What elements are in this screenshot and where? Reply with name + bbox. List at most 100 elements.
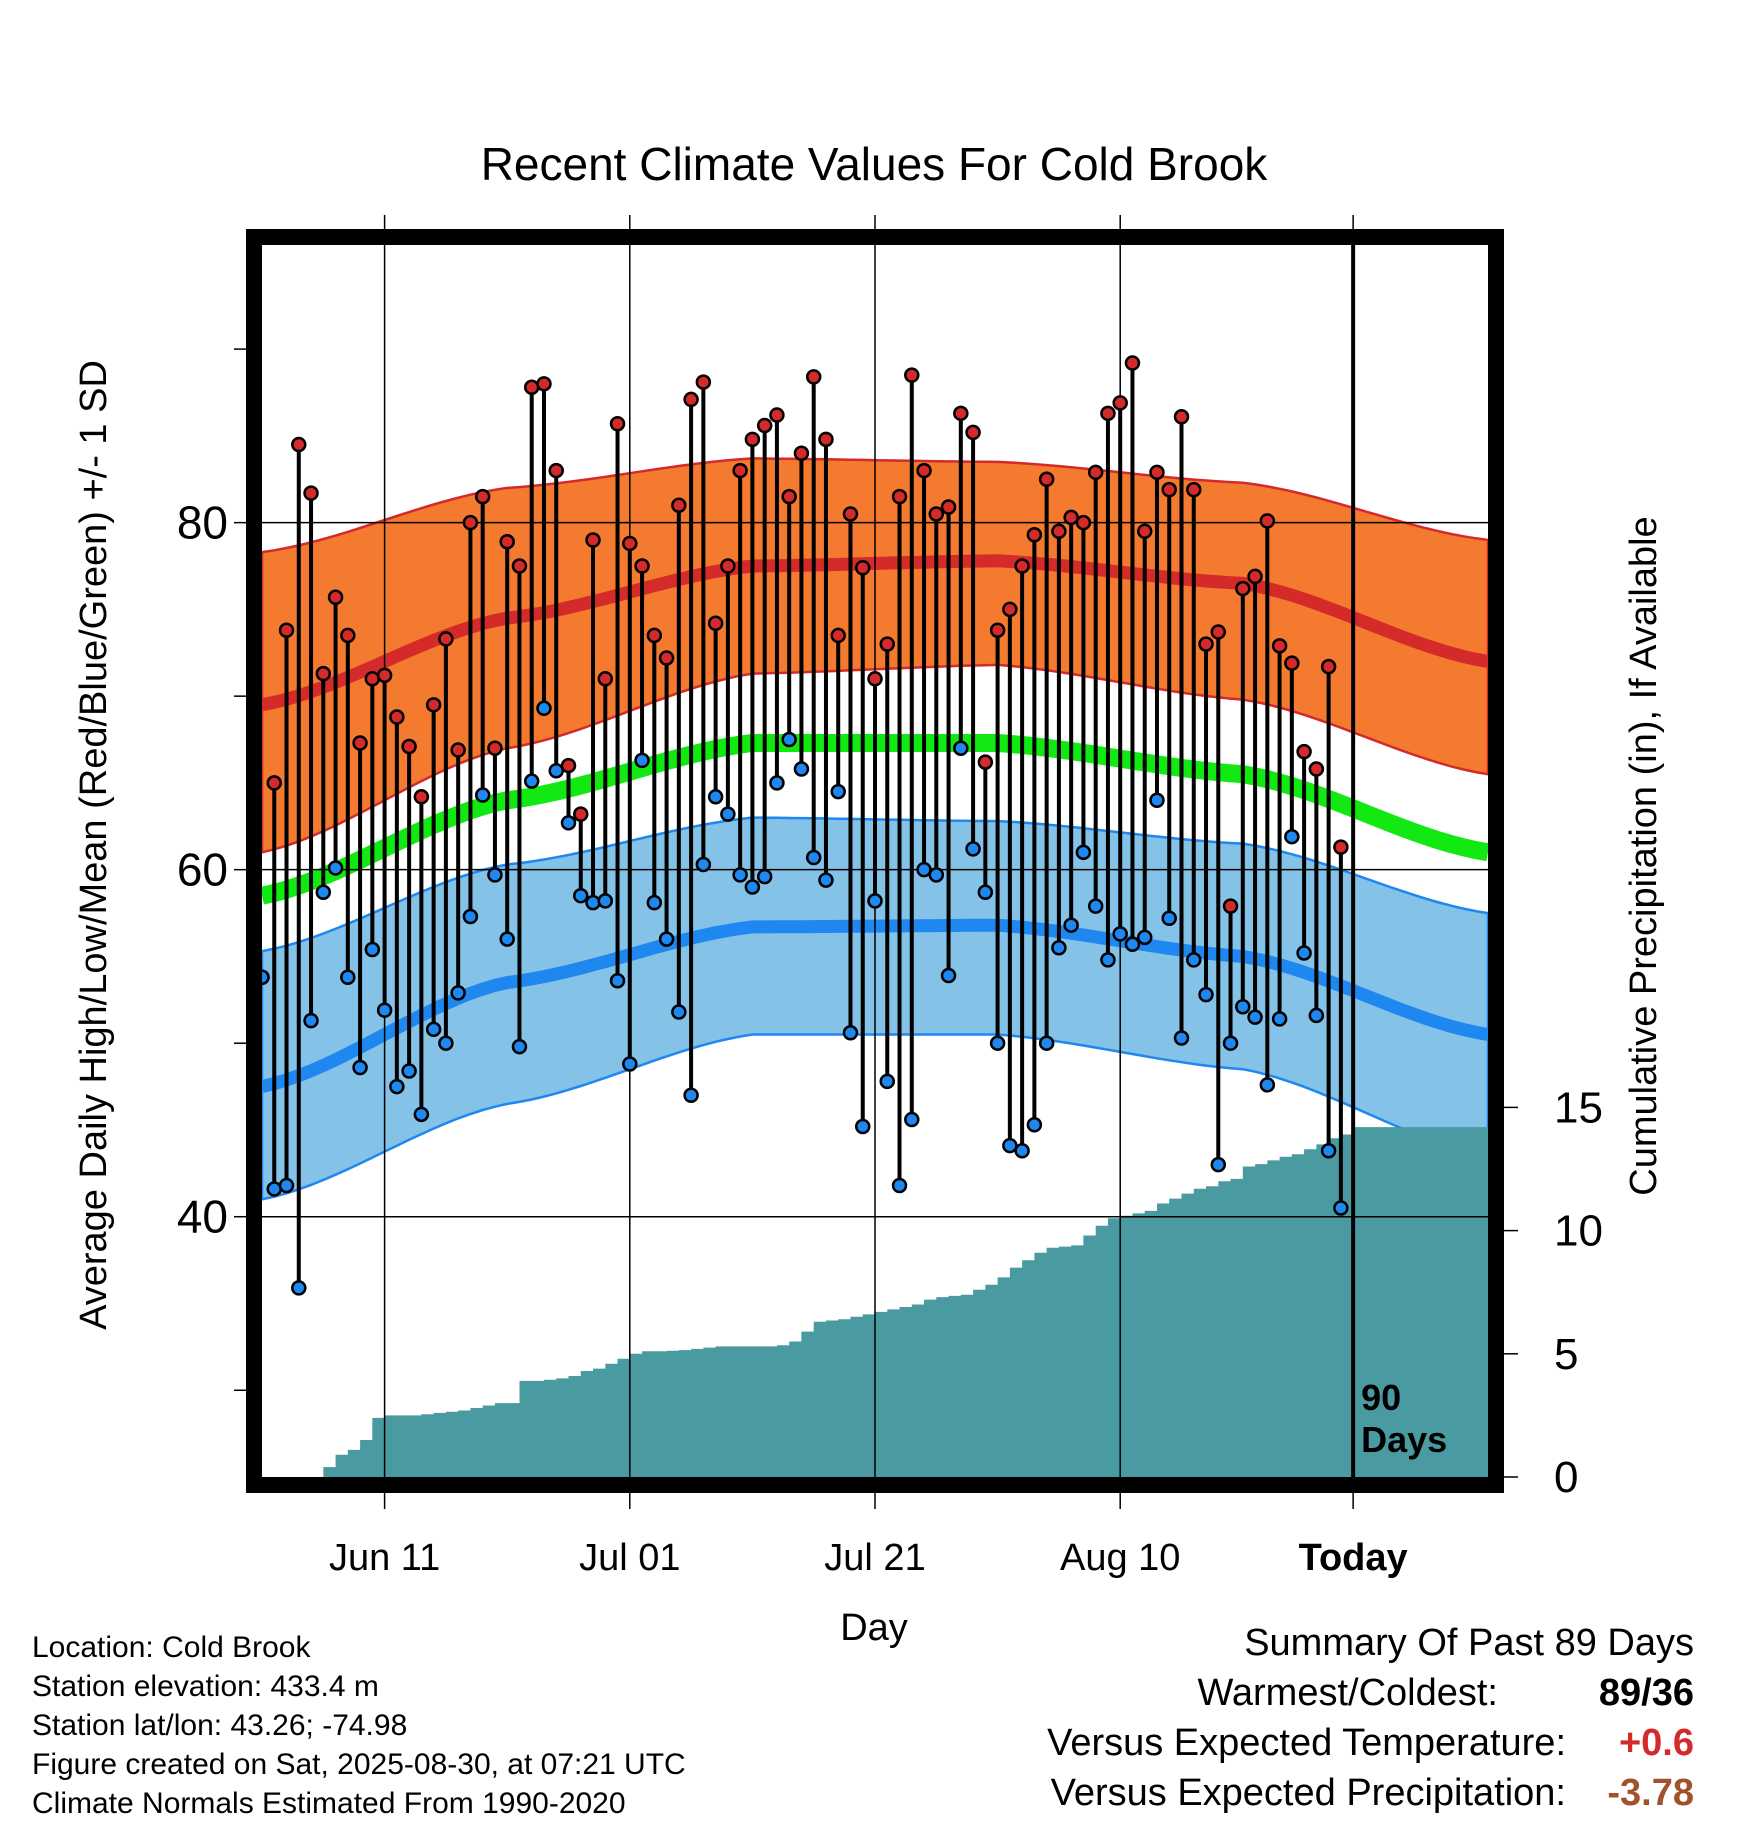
obs-low-point <box>1002 1137 1018 1154</box>
obs-low-point <box>891 1177 908 1194</box>
obs-low-point <box>989 1035 1006 1051</box>
obs-low-point <box>671 1004 687 1020</box>
latlon-text: Station lat/lon: 43.26; -74.98 <box>32 1709 408 1742</box>
obs-low-point <box>781 731 797 748</box>
obs-high-point <box>1038 471 1055 488</box>
obs-low-point <box>854 1118 871 1135</box>
obs-high-point <box>977 754 994 770</box>
obs-high-point <box>278 622 295 638</box>
obs-low-point <box>842 1025 859 1041</box>
obs-low-point <box>364 941 381 958</box>
obs-high-point <box>756 417 773 434</box>
obs-low-point <box>1100 952 1116 968</box>
obs-high-point <box>1284 655 1300 671</box>
obs-low-point <box>278 1177 295 1194</box>
obs-low-point <box>450 985 466 1001</box>
obs-low-point <box>340 969 356 986</box>
obs-low-point <box>389 1078 405 1095</box>
obs-high-point <box>1112 395 1128 411</box>
obs-low-point <box>904 1111 920 1128</box>
obs-low-point <box>1161 910 1177 927</box>
obs-high-point <box>585 532 601 548</box>
obs-low-point <box>1271 1011 1288 1027</box>
obs-high-point <box>707 615 724 632</box>
obs-high-point <box>1014 558 1030 574</box>
obs-high-point <box>438 631 454 647</box>
obs-low-point <box>1087 898 1104 914</box>
obs-low-point <box>1320 1143 1337 1159</box>
obs-high-point <box>842 506 859 522</box>
obs-high-point <box>1235 580 1251 597</box>
obs-low-point <box>1038 1035 1055 1051</box>
obs-low-point <box>573 887 589 904</box>
obs-low-point <box>327 860 344 876</box>
obs-low-point <box>916 861 932 878</box>
obs-low-point <box>536 700 552 717</box>
y2-tick-label: 15 <box>1554 1083 1603 1132</box>
obs-high-point <box>634 558 650 574</box>
obs-low-point <box>769 775 785 791</box>
obs-high-point <box>989 622 1006 638</box>
obs-high-point <box>769 407 785 423</box>
obs-low-point <box>1247 1009 1263 1025</box>
obs-high-point <box>401 738 417 755</box>
obs-low-point <box>511 1038 528 1055</box>
obs-high-point <box>413 789 430 805</box>
obs-high-point <box>389 709 405 725</box>
obs-high-point <box>1124 355 1141 371</box>
obs-low-point <box>560 815 577 831</box>
obs-low-point <box>1026 1117 1043 1133</box>
obs-high-point <box>622 535 638 552</box>
y-tick-label: 60 <box>177 844 228 896</box>
obs-low-point <box>1259 1077 1276 1093</box>
obs-low-point <box>462 908 479 925</box>
obs-low-point <box>376 1002 393 1018</box>
obs-low-point <box>352 1059 368 1076</box>
elevation-text: Station elevation: 433.4 m <box>32 1670 379 1703</box>
obs-low-point <box>977 884 994 900</box>
obs-high-point <box>928 506 945 522</box>
obs-high-point <box>1222 898 1239 914</box>
obs-low-point <box>499 931 515 947</box>
obs-low-point <box>805 849 822 866</box>
obs-low-point <box>438 1035 454 1051</box>
x-tick-label: Aug 10 <box>1060 1537 1180 1579</box>
y2-tick-label: 5 <box>1554 1330 1578 1379</box>
precip-departure-label: Versus Expected Precipitation: <box>1050 1772 1566 1814</box>
obs-high-point <box>609 415 626 432</box>
obs-low-point <box>928 867 945 883</box>
obs-low-point <box>266 1181 283 1197</box>
y2-tick-label: 10 <box>1554 1207 1603 1256</box>
obs-low-point <box>683 1087 699 1104</box>
obs-low-point <box>830 783 846 800</box>
obs-high-point <box>548 462 564 479</box>
obs-low-point <box>756 868 773 885</box>
obs-high-point <box>658 650 675 666</box>
obs-low-point <box>732 867 748 883</box>
obs-low-point <box>487 867 503 883</box>
location-text: Location: Cold Brook <box>32 1631 311 1664</box>
x-axis-label: Day <box>840 1607 908 1649</box>
obs-low-point <box>720 806 736 822</box>
obs-high-point <box>646 627 663 644</box>
obs-high-point <box>523 379 540 396</box>
obs-low-point <box>1136 929 1153 946</box>
obs-low-point <box>695 856 712 873</box>
obs-high-point <box>340 627 356 644</box>
obs-low-point <box>1124 936 1141 953</box>
obs-high-point <box>891 488 908 505</box>
obs-high-point <box>1136 523 1153 540</box>
obs-high-point <box>315 665 332 682</box>
obs-low-point <box>474 787 491 803</box>
obs-high-point <box>597 671 614 687</box>
obs-high-point <box>805 369 822 385</box>
obs-low-point <box>1063 917 1079 933</box>
precip-departure-value: -3.78 <box>1607 1772 1694 1814</box>
obs-high-point <box>291 436 307 453</box>
obs-high-point <box>1247 568 1263 585</box>
obs-high-point <box>781 488 797 505</box>
obs-low-point <box>548 763 564 779</box>
y-axis-label: Average Daily High/Low/Mean (Red/Blue/Gr… <box>73 360 115 1330</box>
